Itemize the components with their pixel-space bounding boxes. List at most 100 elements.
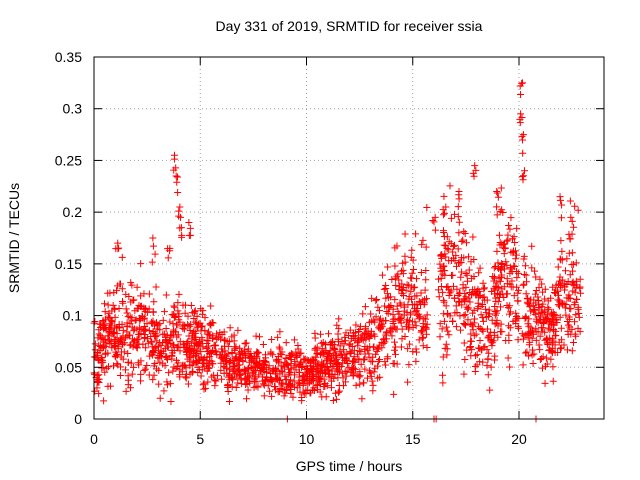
data-point (367, 372, 375, 380)
data-point-spike (115, 244, 123, 252)
data-point (218, 345, 226, 353)
data-point (440, 192, 448, 200)
data-point (202, 384, 210, 392)
data-point (556, 313, 564, 321)
data-point (301, 376, 309, 384)
data-point (126, 341, 134, 349)
data-point (459, 236, 467, 244)
data-point (156, 394, 164, 402)
data-point (262, 351, 270, 359)
data-point (253, 353, 261, 361)
data-point (493, 319, 501, 327)
data-point (248, 370, 256, 378)
data-point (338, 350, 346, 358)
data-point (454, 292, 462, 300)
data-point (527, 307, 535, 315)
data-point (404, 345, 412, 353)
data-point-spike (174, 188, 182, 196)
data-point-spike (176, 213, 184, 221)
data-point (462, 321, 470, 329)
data-point (497, 303, 505, 311)
data-point (248, 352, 256, 360)
data-point (494, 259, 502, 267)
data-point (272, 370, 280, 378)
data-point (562, 311, 570, 319)
data-point (412, 322, 420, 330)
data-point (313, 343, 321, 351)
data-point (100, 335, 108, 343)
data-point (572, 332, 580, 340)
data-point (404, 378, 412, 386)
data-point-spike (430, 218, 438, 226)
data-point (199, 381, 207, 389)
data-point (296, 350, 304, 358)
data-point (415, 336, 423, 344)
data-point-spike (517, 90, 525, 98)
data-point (201, 314, 209, 322)
data-point (149, 376, 157, 384)
data-point (198, 334, 206, 342)
data-point (173, 344, 181, 352)
data-point (441, 271, 449, 279)
data-point-spike (164, 254, 172, 262)
data-point (460, 370, 468, 378)
data-point (484, 325, 492, 333)
data-point (524, 300, 532, 308)
data-point (169, 320, 177, 328)
data-point-spike (173, 178, 181, 186)
data-point (186, 357, 194, 365)
data-point (130, 363, 138, 371)
data-point (155, 366, 163, 374)
data-point (124, 349, 132, 357)
data-point (492, 263, 500, 271)
data-point (470, 306, 478, 314)
data-point (408, 246, 416, 254)
data-point (111, 313, 119, 321)
data-point (116, 372, 124, 380)
data-point (152, 283, 160, 291)
data-point (480, 293, 488, 301)
data-point (171, 314, 179, 322)
data-point (387, 324, 395, 332)
data-point (454, 245, 462, 253)
data-point (244, 386, 252, 394)
data-point (546, 346, 554, 354)
data-point (405, 317, 413, 325)
data-point (282, 376, 290, 384)
data-point (316, 388, 324, 396)
data-point (528, 334, 536, 342)
data-point (121, 366, 129, 374)
data-point (209, 334, 217, 342)
data-point (423, 311, 431, 319)
data-point (132, 316, 140, 324)
data-point (447, 287, 455, 295)
data-point (205, 331, 213, 339)
data-point (192, 333, 200, 341)
data-point (212, 348, 220, 356)
data-point (479, 327, 487, 335)
data-point (522, 290, 530, 298)
data-point (118, 320, 126, 328)
data-point (362, 331, 370, 339)
data-point (237, 371, 245, 379)
data-point (450, 210, 458, 218)
data-point (276, 328, 284, 336)
data-point (334, 388, 342, 396)
data-point (553, 319, 561, 327)
data-point-spike (176, 203, 184, 211)
data-point (241, 354, 249, 362)
data-point (575, 310, 583, 318)
data-point (491, 307, 499, 315)
data-point (407, 288, 415, 296)
data-point (365, 367, 373, 375)
data-point (160, 387, 168, 395)
data-point (454, 213, 462, 221)
data-point (197, 305, 205, 313)
data-point-spike (493, 203, 501, 211)
data-point (135, 330, 143, 338)
data-point (332, 389, 340, 397)
data-point (119, 326, 127, 334)
data-point (361, 355, 369, 363)
data-point (477, 311, 485, 319)
data-point (127, 384, 135, 392)
